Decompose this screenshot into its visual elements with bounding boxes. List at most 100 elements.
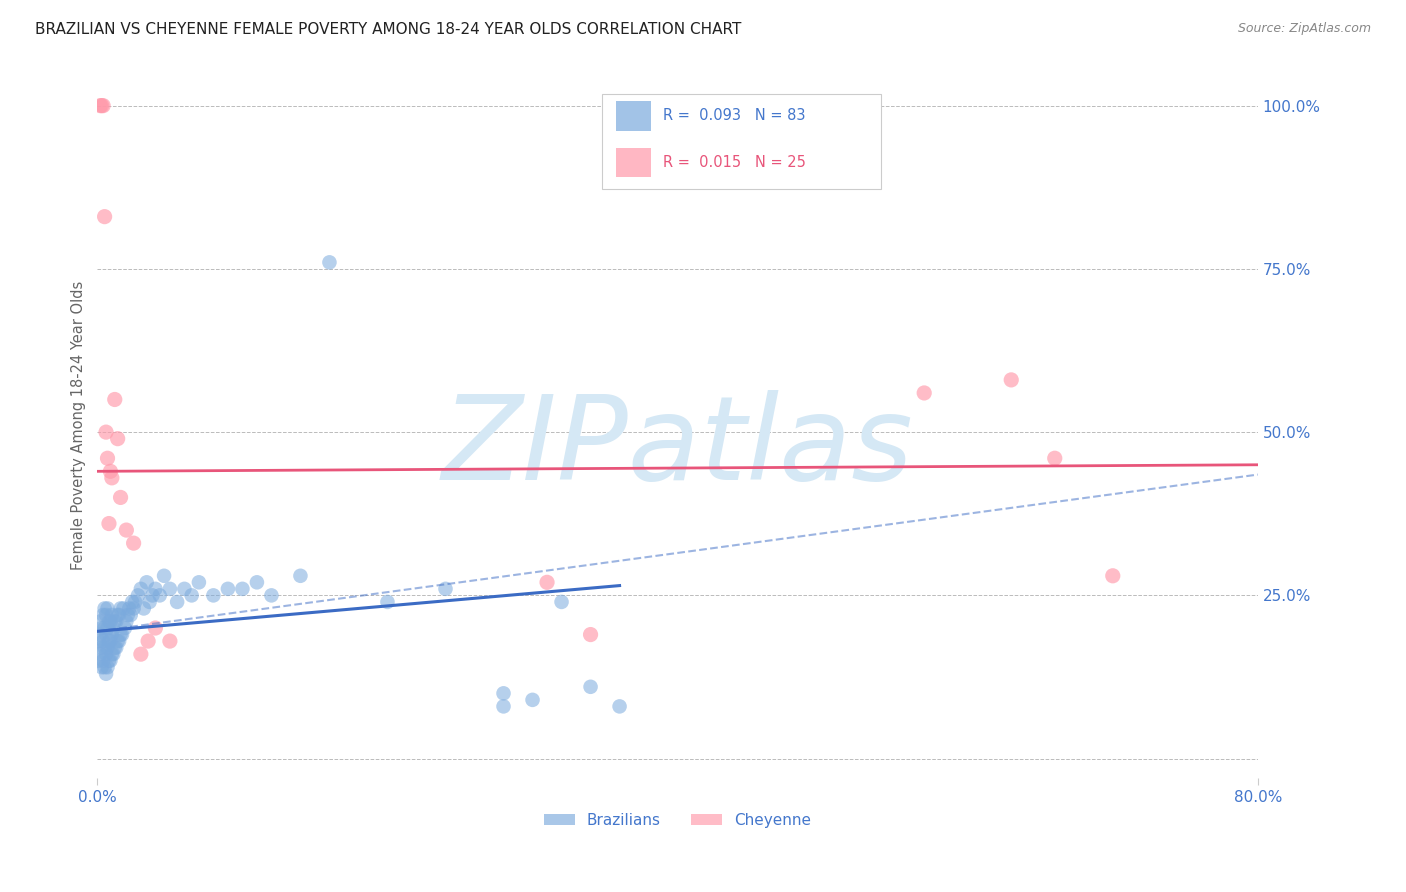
Point	[118, 601, 141, 615]
Point	[93, 621, 115, 635]
Point	[536, 575, 558, 590]
Point	[159, 582, 181, 596]
Point	[94, 627, 117, 641]
Point	[141, 588, 163, 602]
Point	[93, 601, 115, 615]
FancyBboxPatch shape	[616, 101, 651, 131]
Point	[108, 634, 131, 648]
Point	[96, 451, 118, 466]
Y-axis label: Female Poverty Among 18-24 Year Olds: Female Poverty Among 18-24 Year Olds	[72, 281, 86, 570]
Point	[260, 588, 283, 602]
Point	[377, 595, 399, 609]
Point	[492, 699, 515, 714]
Point	[124, 595, 146, 609]
Point	[87, 654, 110, 668]
Point	[90, 660, 112, 674]
Point	[492, 686, 515, 700]
Text: ZIPatlas: ZIPatlas	[441, 390, 914, 504]
Point	[912, 386, 935, 401]
Point	[1000, 373, 1022, 387]
Point	[101, 627, 124, 641]
Point	[434, 582, 457, 596]
Point	[1043, 451, 1066, 466]
Point	[180, 588, 202, 602]
Point	[1101, 569, 1123, 583]
Point	[579, 680, 602, 694]
Point	[101, 471, 124, 485]
Point	[122, 601, 145, 615]
Legend: Brazilians, Cheyenne: Brazilians, Cheyenne	[538, 807, 817, 834]
Point	[114, 621, 136, 635]
Point	[96, 640, 118, 655]
Point	[104, 392, 127, 407]
Point	[121, 595, 143, 609]
Point	[231, 582, 253, 596]
Point	[89, 647, 111, 661]
Point	[96, 621, 118, 635]
Point	[145, 582, 167, 596]
Point	[93, 640, 115, 655]
Point	[91, 654, 114, 668]
Point	[522, 693, 544, 707]
Point	[112, 601, 135, 615]
Point	[290, 569, 312, 583]
Point	[173, 582, 195, 596]
Point	[115, 523, 138, 537]
Point	[93, 660, 115, 674]
FancyBboxPatch shape	[616, 148, 651, 178]
Point	[94, 666, 117, 681]
Point	[96, 660, 118, 674]
Point	[91, 607, 114, 622]
Point	[129, 647, 152, 661]
Point	[93, 210, 115, 224]
Point	[97, 615, 120, 629]
Point	[138, 595, 160, 609]
Point	[100, 615, 122, 629]
Point	[318, 255, 340, 269]
Point	[103, 647, 125, 661]
Point	[107, 607, 129, 622]
Point	[89, 627, 111, 641]
Point	[100, 634, 122, 648]
Point	[94, 607, 117, 622]
Point	[122, 536, 145, 550]
Point	[149, 588, 172, 602]
Point	[101, 607, 124, 622]
Point	[202, 588, 225, 602]
Point	[145, 621, 167, 635]
Point	[115, 615, 138, 629]
Point	[94, 647, 117, 661]
Text: R =  0.093   N = 83: R = 0.093 N = 83	[662, 109, 806, 123]
Text: R =  0.015   N = 25: R = 0.015 N = 25	[662, 155, 806, 170]
Point	[120, 607, 142, 622]
Point	[117, 607, 139, 622]
Point	[97, 654, 120, 668]
Point	[159, 634, 181, 648]
Point	[107, 432, 129, 446]
Point	[110, 627, 132, 641]
Point	[609, 699, 631, 714]
Point	[91, 634, 114, 648]
Point	[217, 582, 239, 596]
Point	[87, 634, 110, 648]
FancyBboxPatch shape	[602, 95, 880, 189]
Point	[90, 98, 112, 112]
Point	[110, 491, 132, 505]
Point	[100, 464, 122, 478]
Point	[135, 575, 157, 590]
Point	[132, 601, 155, 615]
Point	[100, 654, 122, 668]
Point	[97, 516, 120, 531]
Point	[104, 640, 127, 655]
Point	[127, 588, 149, 602]
Point	[105, 640, 128, 655]
Text: BRAZILIAN VS CHEYENNE FEMALE POVERTY AMONG 18-24 YEAR OLDS CORRELATION CHART: BRAZILIAN VS CHEYENNE FEMALE POVERTY AMO…	[35, 22, 741, 37]
Point	[110, 601, 132, 615]
Point	[91, 98, 114, 112]
Point	[246, 575, 269, 590]
Point	[103, 621, 125, 635]
Point	[187, 575, 209, 590]
Point	[96, 601, 118, 615]
Point	[550, 595, 572, 609]
Text: Source: ZipAtlas.com: Source: ZipAtlas.com	[1237, 22, 1371, 36]
